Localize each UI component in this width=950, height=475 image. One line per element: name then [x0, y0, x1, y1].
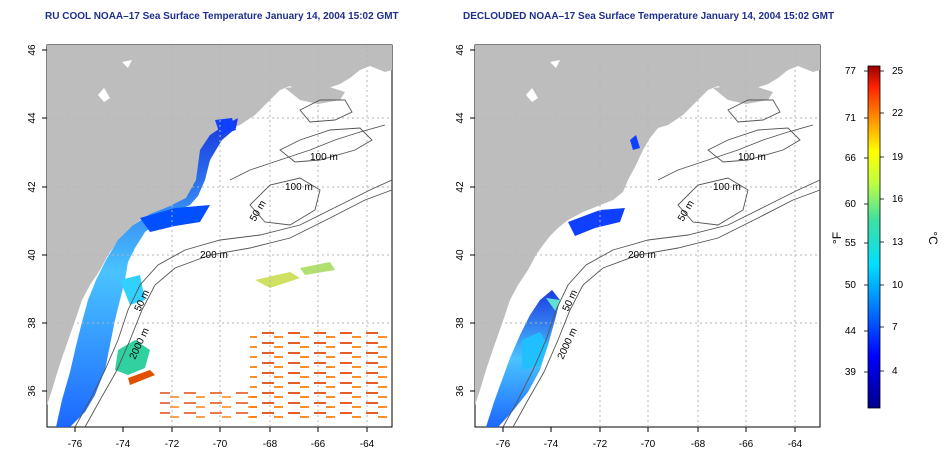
left-map-title: RU COOL NOAA–17 Sea Surface Temperature … [45, 11, 399, 22]
y-tick-label: 36 [27, 385, 38, 397]
celsius-tick: 25 [892, 66, 904, 77]
temperature-colorbar: 77 71 66 60 55 50 44 39 25 22 19 16 13 1… [830, 65, 940, 409]
left-sst-coastal [56, 118, 238, 427]
x-tick-label: -72 [593, 439, 608, 450]
celsius-tick: 16 [892, 194, 904, 205]
fahrenheit-axis-label: °F [830, 232, 844, 244]
x-tick-label: -76 [496, 439, 511, 450]
left-x-axis: -76 -74 -72 -70 -68 -66 -64 [68, 439, 375, 450]
y-tick-label: 46 [455, 44, 466, 56]
y-tick-label: 44 [455, 112, 466, 124]
fahrenheit-tick: 55 [845, 238, 857, 249]
right-y-axis: 36 38 40 42 44 46 [455, 44, 466, 397]
y-tick-label: 40 [455, 249, 466, 261]
x-tick-label: -66 [739, 439, 754, 450]
x-tick-label: -66 [311, 439, 326, 450]
right-map-panel: 100 m 100 m 50 m 200 m 50 m 2000 m -76 -… [455, 44, 821, 450]
y-tick-label: 46 [27, 44, 38, 56]
contour-label: 100 m [285, 182, 313, 193]
y-tick-label: 44 [27, 112, 38, 124]
x-tick-label: -72 [165, 439, 180, 450]
x-tick-label: -68 [263, 439, 278, 450]
x-tick-label: -68 [691, 439, 706, 450]
left-map-panel: 100 m 100 m 50 m 200 m 50 m 2000 m -76 -… [27, 44, 393, 450]
left-sst-offshore-warm [250, 330, 390, 420]
fahrenheit-tick: 71 [845, 113, 857, 124]
y-tick-label: 40 [27, 249, 38, 261]
celsius-tick: 19 [892, 152, 904, 163]
right-x-axis: -76 -74 -72 -70 -68 -66 -64 [496, 439, 803, 450]
right-bathymetry-contours [502, 99, 821, 428]
left-grid [47, 45, 392, 427]
right-grid [475, 45, 820, 427]
x-tick-label: -64 [360, 439, 375, 450]
fahrenheit-tick: 77 [845, 66, 857, 77]
celsius-tick: 7 [892, 322, 898, 333]
left-bathymetry-contours [74, 99, 393, 428]
fahrenheit-tick: 39 [845, 367, 857, 378]
left-land-island [285, 84, 345, 104]
left-y-axis: 36 38 40 42 44 46 [27, 44, 38, 397]
y-tick-label: 42 [455, 181, 466, 193]
right-land-mass [475, 45, 820, 405]
fahrenheit-tick: 66 [845, 153, 857, 164]
contour-label: 200 m [200, 250, 228, 261]
fahrenheit-tick: 60 [845, 199, 857, 210]
contour-label: 100 m [713, 182, 741, 193]
x-tick-label: -76 [68, 439, 83, 450]
colorbar-gradient [867, 65, 881, 409]
celsius-axis-label: °C [926, 231, 940, 245]
x-tick-label: -64 [788, 439, 803, 450]
celsius-tick: 4 [892, 366, 898, 377]
right-map-title: DECLOUDED NOAA–17 Sea Surface Temperatur… [463, 11, 835, 22]
x-tick-label: -74 [544, 439, 559, 450]
celsius-tick: 13 [892, 237, 904, 248]
contour-label: 100 m [310, 152, 338, 163]
y-tick-label: 38 [455, 317, 466, 329]
y-tick-label: 38 [27, 317, 38, 329]
celsius-tick: 10 [892, 280, 904, 291]
contour-label: 100 m [738, 152, 766, 163]
fahrenheit-tick: 50 [845, 280, 857, 291]
x-tick-label: -70 [641, 439, 656, 450]
y-tick-label: 36 [455, 385, 466, 397]
fahrenheit-tick: 44 [845, 326, 857, 337]
x-tick-label: -70 [213, 439, 228, 450]
celsius-tick: 22 [892, 108, 904, 119]
y-tick-label: 42 [27, 181, 38, 193]
contour-label: 200 m [628, 250, 656, 261]
x-tick-label: -74 [116, 439, 131, 450]
left-land-mass [47, 45, 392, 405]
